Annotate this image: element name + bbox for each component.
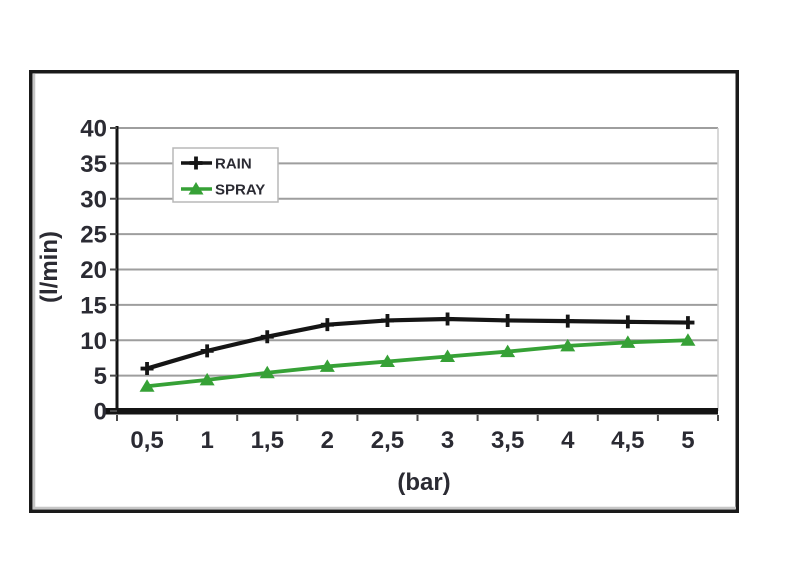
y-axis-title: (l/min) xyxy=(36,231,63,303)
marker-spray-3 xyxy=(319,359,335,372)
marker-spray-1 xyxy=(199,372,215,386)
marker-rain-5 xyxy=(441,312,455,326)
x-tick-label-4: 2,5 xyxy=(371,427,404,454)
figure-border xyxy=(29,70,739,513)
marker-rain-2 xyxy=(260,330,274,344)
marker-rain-6 xyxy=(501,313,515,327)
legend-marker-spray xyxy=(188,182,204,195)
y-tick-label-40: 40 xyxy=(80,116,107,143)
marker-rain-7 xyxy=(561,314,575,328)
marker-spray-9 xyxy=(680,333,696,346)
x-axis-line xyxy=(104,408,718,415)
marker-spray-4 xyxy=(379,354,395,367)
x-tick-label-7: 4 xyxy=(561,427,575,454)
y-tick-label-5: 5 xyxy=(94,363,107,390)
marker-spray-5 xyxy=(440,349,456,363)
marker-spray-8 xyxy=(620,335,636,348)
x-tick-label-5: 3 xyxy=(441,427,454,454)
x-tick-label-3: 2 xyxy=(321,427,334,454)
x-tick-label-0: 0,5 xyxy=(130,427,163,454)
y-tick-label-35: 35 xyxy=(80,151,107,178)
series-line-rain xyxy=(146,316,688,371)
y-tick-label-0: 0 xyxy=(94,399,107,426)
legend-label-spray: SPRAY xyxy=(215,182,265,199)
x-tick-label-8: 4,5 xyxy=(611,427,644,454)
x-tick-label-6: 3,5 xyxy=(491,427,524,454)
y-tick-label-15: 15 xyxy=(80,292,107,319)
marker-rain-1 xyxy=(200,344,214,358)
marker-spray-0 xyxy=(139,379,155,392)
marker-spray-6 xyxy=(500,344,516,358)
x-axis-title: (bar) xyxy=(397,469,451,496)
x-tick-label-2: 1,5 xyxy=(251,427,284,454)
marker-rain-3 xyxy=(320,318,334,332)
y-tick-label-20: 20 xyxy=(80,257,107,284)
marker-spray-2 xyxy=(259,365,275,379)
marker-rain-0 xyxy=(140,362,154,376)
marker-spray-7 xyxy=(560,338,576,352)
marker-rain-4 xyxy=(380,313,394,327)
x-tick-label-9: 5 xyxy=(681,427,694,454)
y-tick-label-10: 10 xyxy=(80,328,107,355)
y-tick-label-25: 25 xyxy=(80,222,107,249)
x-tick-label-1: 1 xyxy=(200,427,213,454)
series-line-spray xyxy=(146,338,689,389)
marker-rain-8 xyxy=(621,315,635,329)
legend-label-rain: RAIN xyxy=(215,156,252,173)
y-tick-label-30: 30 xyxy=(80,186,107,213)
marker-rain-9 xyxy=(681,316,695,330)
legend-marker-rain xyxy=(189,156,203,170)
flow-rate-line-chart: RAIN SPRAY 0 5 10 15 20 25 30 35 40 0,5 1 1,5 2 2,5 3 3,5… xyxy=(29,70,739,513)
